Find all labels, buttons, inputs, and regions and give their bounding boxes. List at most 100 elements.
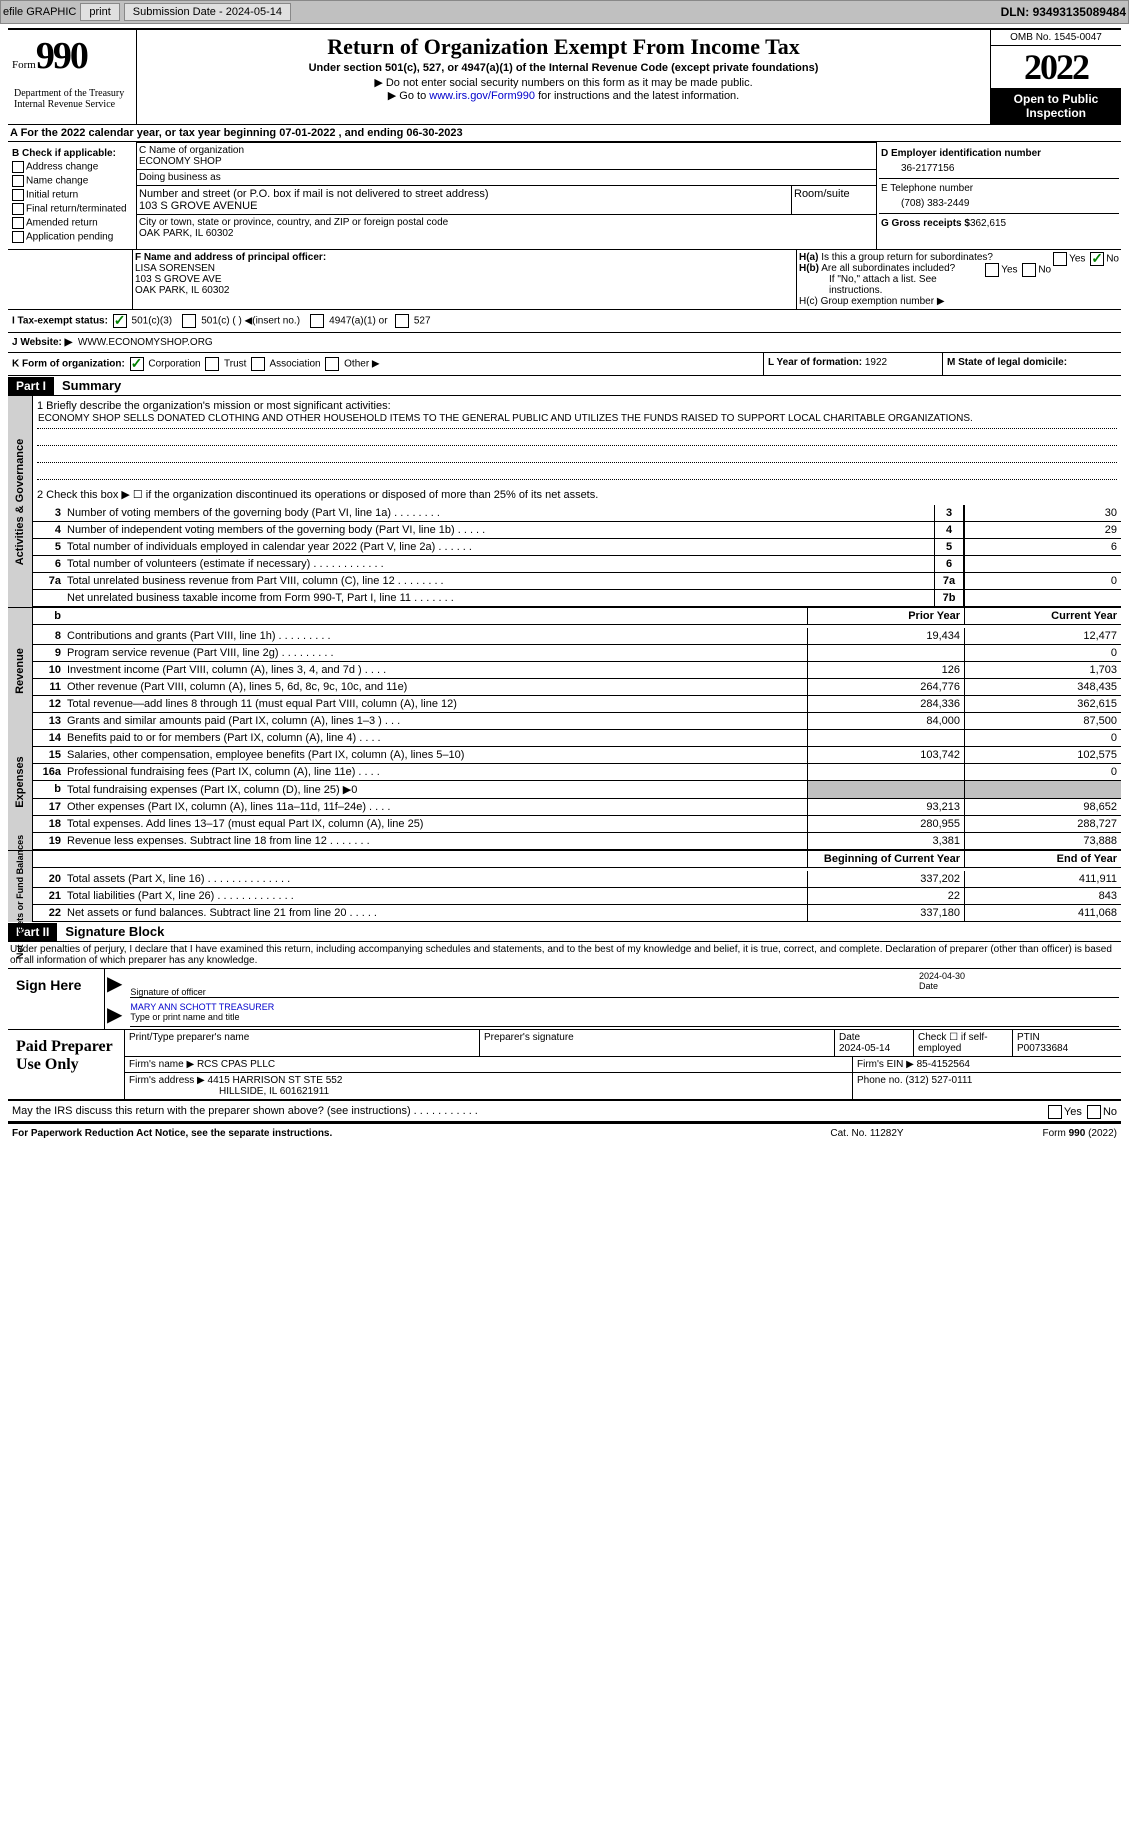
sig-officer-label: Signature of officer	[130, 987, 205, 997]
city-label: City or town, state or province, country…	[139, 217, 874, 228]
form-title: Return of Organization Exempt From Incom…	[141, 34, 986, 60]
firm-ein-label: Firm's EIN ▶	[857, 1059, 914, 1070]
discuss-row: May the IRS discuss this return with the…	[8, 1101, 1121, 1123]
h-a: H(a) Is this a group return for subordin…	[799, 252, 1119, 263]
part-i-header: Part I Summary	[8, 376, 1121, 396]
begin-year-hdr: Beginning of Current Year	[807, 851, 964, 867]
website-url: WWW.ECONOMYSHOP.ORG	[78, 337, 213, 348]
omb-number: OMB No. 1545-0047	[991, 30, 1121, 46]
firm-addr-label: Firm's address ▶	[129, 1075, 205, 1086]
submission-date-button[interactable]: Submission Date - 2024-05-14	[124, 3, 291, 21]
chk-address-change[interactable]: Address change	[12, 161, 132, 173]
chk-amended-return[interactable]: Amended return	[12, 217, 132, 229]
col-b-hdr: b	[33, 608, 65, 624]
print-button[interactable]: print	[80, 3, 119, 21]
street-address: 103 S GROVE AVENUE	[139, 200, 789, 212]
officer-name: LISA SORENSEN	[135, 263, 794, 274]
irs-link-note: ▶ Go to www.irs.gov/Form990 for instruct…	[141, 89, 986, 102]
ein: 36-2177156	[881, 159, 1117, 174]
prep-name-label: Print/Type preparer's name	[129, 1032, 249, 1043]
sig-arrow-icon: ▶	[107, 971, 122, 998]
ssn-note: ▶ Do not enter social security numbers o…	[141, 76, 986, 89]
chk-527[interactable]	[395, 314, 409, 328]
firm-ein: 85-4152564	[917, 1059, 970, 1070]
signer-name-label: Type or print name and title	[130, 1012, 239, 1022]
form-label: Form	[12, 59, 36, 71]
room-suite-label: Room/suite	[792, 186, 876, 214]
row-j-website: J Website: ▶ WWW.ECONOMYSHOP.ORG	[8, 333, 1121, 353]
side-label-expenses: Expenses	[8, 713, 33, 850]
gross-receipts: 362,615	[970, 218, 1006, 229]
form-subtitle: Under section 501(c), 527, or 4947(a)(1)…	[141, 62, 986, 74]
cat-no: Cat. No. 11282Y	[767, 1128, 967, 1139]
ein-label: D Employer identification number	[881, 148, 1117, 159]
line-2: 2 Check this box ▶ ☐ if the organization…	[33, 484, 1121, 505]
discuss-no[interactable]	[1087, 1105, 1101, 1119]
chk-corp[interactable]	[130, 357, 144, 371]
paid-preparer-label: Paid Preparer Use Only	[8, 1030, 125, 1099]
firm-addr2: HILLSIDE, IL 601621911	[129, 1086, 329, 1097]
col-b-header: B Check if applicable:	[12, 148, 132, 159]
org-name: ECONOMY SHOP	[139, 156, 874, 167]
firm-name-label: Firm's name ▶	[129, 1059, 194, 1070]
col-b-checkboxes: B Check if applicable: Address change Na…	[8, 142, 137, 249]
perjury-statement: Under penalties of perjury, I declare th…	[8, 942, 1121, 969]
chk-4947[interactable]	[310, 314, 324, 328]
sig-arrow-icon-2: ▶	[107, 1002, 122, 1027]
side-label-revenue: Revenue	[8, 628, 33, 713]
telephone: (708) 383-2449	[881, 194, 1117, 209]
prep-date-label: Date	[839, 1032, 860, 1043]
officer-addr2: OAK PARK, IL 60302	[135, 285, 794, 296]
chk-application-pending[interactable]: Application pending	[12, 231, 132, 243]
row-i-tax-status: I Tax-exempt status: 501(c)(3) 501(c) ( …	[8, 310, 1121, 333]
chk-501c[interactable]	[182, 314, 196, 328]
row-a-tax-year: A For the 2022 calendar year, or tax yea…	[8, 124, 1121, 142]
side-label-netassets: Net Assets or Fund Balances	[8, 871, 33, 922]
row-m-state: M State of legal domicile:	[942, 353, 1121, 375]
firm-phone: (312) 527-0111	[905, 1075, 972, 1086]
discuss-yes[interactable]	[1048, 1105, 1062, 1119]
form-footer: Form 990 (2022)	[967, 1128, 1117, 1139]
ptin-label: PTIN	[1017, 1032, 1040, 1043]
open-to-public: Open to Public Inspection	[991, 88, 1121, 124]
sig-date-label: Date	[919, 981, 938, 991]
toolbar: efile GRAPHIC print Submission Date - 20…	[0, 0, 1129, 24]
dba-label: Doing business as	[139, 172, 874, 183]
irs-link[interactable]: www.irs.gov/Form990	[429, 90, 535, 102]
ptin: P00733684	[1017, 1043, 1068, 1054]
signer-name[interactable]: MARY ANN SCHOTT TREASURER	[130, 1002, 274, 1012]
chk-initial-return[interactable]: Initial return	[12, 189, 132, 201]
chk-501c3[interactable]	[113, 314, 127, 328]
sign-here-label: Sign Here	[8, 969, 105, 1029]
row-k-form-org: K Form of organization: Corporation Trus…	[8, 353, 763, 375]
firm-phone-label: Phone no.	[857, 1075, 903, 1086]
chk-trust[interactable]	[205, 357, 219, 371]
gross-receipts-label: G Gross receipts $	[881, 218, 970, 229]
prep-date: 2024-05-14	[839, 1043, 890, 1054]
chk-name-change[interactable]: Name change	[12, 175, 132, 187]
current-year-hdr: Current Year	[964, 608, 1121, 624]
prep-sig-label: Preparer's signature	[484, 1032, 574, 1043]
addr-label: Number and street (or P.O. box if mail i…	[139, 188, 789, 200]
h-c: H(c) Group exemption number ▶	[799, 296, 1119, 307]
prior-year-hdr: Prior Year	[807, 608, 964, 624]
part-ii-header: Part II Signature Block	[8, 922, 1121, 942]
pra-notice: For Paperwork Reduction Act Notice, see …	[12, 1128, 767, 1139]
mission-text: ECONOMY SHOP SELLS DONATED CLOTHING AND …	[37, 412, 1117, 429]
department: Department of the Treasury Internal Reve…	[12, 86, 132, 112]
row-l-year: L Year of formation: 1922	[763, 353, 942, 375]
h-b-note: If "No," attach a list. See instructions…	[799, 274, 1119, 296]
officer-addr1: 103 S GROVE AVE	[135, 274, 794, 285]
chk-assoc[interactable]	[251, 357, 265, 371]
firm-addr1: 4415 HARRISON ST STE 552	[208, 1075, 343, 1086]
side-label-b	[8, 608, 33, 628]
dln: DLN: 93493135089484	[1001, 5, 1126, 19]
tel-label: E Telephone number	[881, 183, 1117, 194]
chk-final-return[interactable]: Final return/terminated	[12, 203, 132, 215]
officer-label: F Name and address of principal officer:	[135, 252, 326, 263]
chk-other[interactable]	[325, 357, 339, 371]
form-header: Form990 Department of the Treasury Inter…	[8, 28, 1121, 124]
efile-label: efile GRAPHIC	[3, 6, 76, 18]
end-year-hdr: End of Year	[964, 851, 1121, 867]
mission-label: 1 Briefly describe the organization's mi…	[37, 400, 1117, 412]
